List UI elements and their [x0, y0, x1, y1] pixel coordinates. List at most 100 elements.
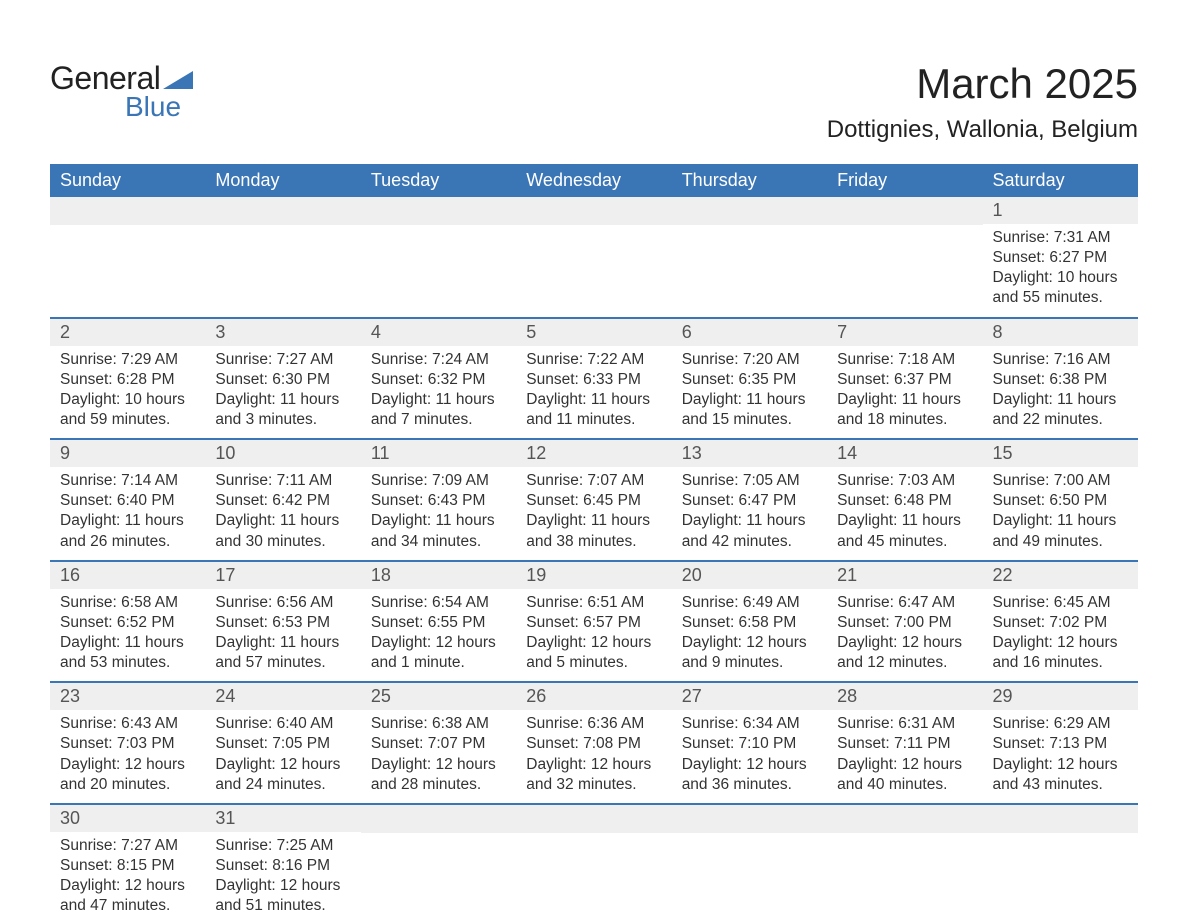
calendar-cell: [983, 804, 1138, 924]
sunset-line: Sunset: 6:32 PM: [371, 370, 506, 390]
daylight-line-2: and 28 minutes.: [371, 775, 506, 795]
daylight-line-1: Daylight: 12 hours: [526, 633, 661, 653]
calendar-week: 9Sunrise: 7:14 AMSunset: 6:40 PMDaylight…: [50, 439, 1138, 561]
logo-text-blue: Blue: [125, 91, 193, 123]
day-body: Sunrise: 6:38 AMSunset: 7:07 PMDaylight:…: [361, 710, 516, 803]
day-body: Sunrise: 6:45 AMSunset: 7:02 PMDaylight:…: [983, 589, 1138, 682]
daylight-line-2: and 22 minutes.: [993, 410, 1128, 430]
month-title: March 2025: [827, 60, 1138, 108]
calendar-cell: 13Sunrise: 7:05 AMSunset: 6:47 PMDayligh…: [672, 439, 827, 561]
day-number: 18: [361, 562, 516, 589]
calendar-week: 1Sunrise: 7:31 AMSunset: 6:27 PMDaylight…: [50, 197, 1138, 318]
daylight-line-2: and 26 minutes.: [60, 532, 195, 552]
sunset-line: Sunset: 6:50 PM: [993, 491, 1128, 511]
day-body: Sunrise: 7:29 AMSunset: 6:28 PMDaylight:…: [50, 346, 205, 439]
daylight-line-1: Daylight: 10 hours: [993, 268, 1128, 288]
sunrise-line: Sunrise: 7:24 AM: [371, 350, 506, 370]
calendar-cell: 16Sunrise: 6:58 AMSunset: 6:52 PMDayligh…: [50, 561, 205, 683]
daylight-line-2: and 20 minutes.: [60, 775, 195, 795]
daylight-line-2: and 53 minutes.: [60, 653, 195, 673]
day-body: Sunrise: 7:16 AMSunset: 6:38 PMDaylight:…: [983, 346, 1138, 439]
daylight-line-1: Daylight: 11 hours: [215, 511, 350, 531]
day-number: 21: [827, 562, 982, 589]
day-number: 7: [827, 319, 982, 346]
day-body: Sunrise: 7:22 AMSunset: 6:33 PMDaylight:…: [516, 346, 671, 439]
daylight-line-1: Daylight: 11 hours: [60, 633, 195, 653]
calendar-cell: [516, 197, 671, 318]
calendar-cell: 10Sunrise: 7:11 AMSunset: 6:42 PMDayligh…: [205, 439, 360, 561]
daylight-line-2: and 49 minutes.: [993, 532, 1128, 552]
day-number: 23: [50, 683, 205, 710]
day-body: Sunrise: 7:31 AMSunset: 6:27 PMDaylight:…: [983, 224, 1138, 317]
day-body: Sunrise: 6:51 AMSunset: 6:57 PMDaylight:…: [516, 589, 671, 682]
sunset-line: Sunset: 6:28 PM: [60, 370, 195, 390]
title-block: March 2025 Dottignies, Wallonia, Belgium: [827, 60, 1138, 144]
daylight-line-2: and 43 minutes.: [993, 775, 1128, 795]
calendar-week: 16Sunrise: 6:58 AMSunset: 6:52 PMDayligh…: [50, 561, 1138, 683]
sunrise-line: Sunrise: 7:16 AM: [993, 350, 1128, 370]
daylight-line-2: and 5 minutes.: [526, 653, 661, 673]
daylight-line-2: and 51 minutes.: [215, 896, 350, 916]
sunrise-line: Sunrise: 7:09 AM: [371, 471, 506, 491]
sunset-line: Sunset: 7:08 PM: [526, 734, 661, 754]
calendar-cell: 3Sunrise: 7:27 AMSunset: 6:30 PMDaylight…: [205, 318, 360, 440]
daylight-line-1: Daylight: 11 hours: [993, 390, 1128, 410]
sunrise-line: Sunrise: 7:25 AM: [215, 836, 350, 856]
calendar-cell: 4Sunrise: 7:24 AMSunset: 6:32 PMDaylight…: [361, 318, 516, 440]
daylight-line-2: and 55 minutes.: [993, 288, 1128, 308]
sunset-line: Sunset: 6:30 PM: [215, 370, 350, 390]
daylight-line-2: and 7 minutes.: [371, 410, 506, 430]
calendar-cell: 15Sunrise: 7:00 AMSunset: 6:50 PMDayligh…: [983, 439, 1138, 561]
daylight-line-2: and 59 minutes.: [60, 410, 195, 430]
day-number: [827, 805, 982, 833]
daylight-line-1: Daylight: 12 hours: [371, 755, 506, 775]
day-body: Sunrise: 6:43 AMSunset: 7:03 PMDaylight:…: [50, 710, 205, 803]
calendar-cell: 29Sunrise: 6:29 AMSunset: 7:13 PMDayligh…: [983, 682, 1138, 804]
daylight-line-1: Daylight: 12 hours: [993, 633, 1128, 653]
day-body: Sunrise: 7:24 AMSunset: 6:32 PMDaylight:…: [361, 346, 516, 439]
day-body: Sunrise: 6:34 AMSunset: 7:10 PMDaylight:…: [672, 710, 827, 803]
calendar-cell: 21Sunrise: 6:47 AMSunset: 7:00 PMDayligh…: [827, 561, 982, 683]
sunset-line: Sunset: 6:37 PM: [837, 370, 972, 390]
daylight-line-1: Daylight: 10 hours: [60, 390, 195, 410]
sunset-line: Sunset: 7:07 PM: [371, 734, 506, 754]
sunrise-line: Sunrise: 7:20 AM: [682, 350, 817, 370]
sunset-line: Sunset: 6:40 PM: [60, 491, 195, 511]
day-number: [50, 197, 205, 225]
day-body: Sunrise: 7:27 AMSunset: 6:30 PMDaylight:…: [205, 346, 360, 439]
sunset-line: Sunset: 6:33 PM: [526, 370, 661, 390]
day-header: Saturday: [983, 164, 1138, 197]
daylight-line-2: and 57 minutes.: [215, 653, 350, 673]
day-number: [361, 805, 516, 833]
calendar-cell: [516, 804, 671, 924]
daylight-line-1: Daylight: 11 hours: [682, 390, 817, 410]
day-body: Sunrise: 7:00 AMSunset: 6:50 PMDaylight:…: [983, 467, 1138, 560]
day-number: 30: [50, 805, 205, 832]
daylight-line-2: and 24 minutes.: [215, 775, 350, 795]
day-number: 14: [827, 440, 982, 467]
day-header: Wednesday: [516, 164, 671, 197]
daylight-line-2: and 9 minutes.: [682, 653, 817, 673]
daylight-line-1: Daylight: 12 hours: [60, 876, 195, 896]
sunset-line: Sunset: 7:00 PM: [837, 613, 972, 633]
sunset-line: Sunset: 6:52 PM: [60, 613, 195, 633]
sunrise-line: Sunrise: 7:31 AM: [993, 228, 1128, 248]
daylight-line-1: Daylight: 11 hours: [371, 511, 506, 531]
day-body: Sunrise: 6:40 AMSunset: 7:05 PMDaylight:…: [205, 710, 360, 803]
daylight-line-1: Daylight: 12 hours: [215, 876, 350, 896]
day-number: 28: [827, 683, 982, 710]
sunrise-line: Sunrise: 6:29 AM: [993, 714, 1128, 734]
sunset-line: Sunset: 6:48 PM: [837, 491, 972, 511]
day-number: 25: [361, 683, 516, 710]
sunset-line: Sunset: 6:47 PM: [682, 491, 817, 511]
calendar-table: SundayMondayTuesdayWednesdayThursdayFrid…: [50, 164, 1138, 924]
daylight-line-1: Daylight: 12 hours: [837, 633, 972, 653]
sunrise-line: Sunrise: 7:07 AM: [526, 471, 661, 491]
daylight-line-1: Daylight: 11 hours: [371, 390, 506, 410]
day-body: Sunrise: 7:03 AMSunset: 6:48 PMDaylight:…: [827, 467, 982, 560]
calendar-cell: 7Sunrise: 7:18 AMSunset: 6:37 PMDaylight…: [827, 318, 982, 440]
sunset-line: Sunset: 6:55 PM: [371, 613, 506, 633]
daylight-line-1: Daylight: 11 hours: [526, 390, 661, 410]
day-body: Sunrise: 7:14 AMSunset: 6:40 PMDaylight:…: [50, 467, 205, 560]
day-header: Sunday: [50, 164, 205, 197]
